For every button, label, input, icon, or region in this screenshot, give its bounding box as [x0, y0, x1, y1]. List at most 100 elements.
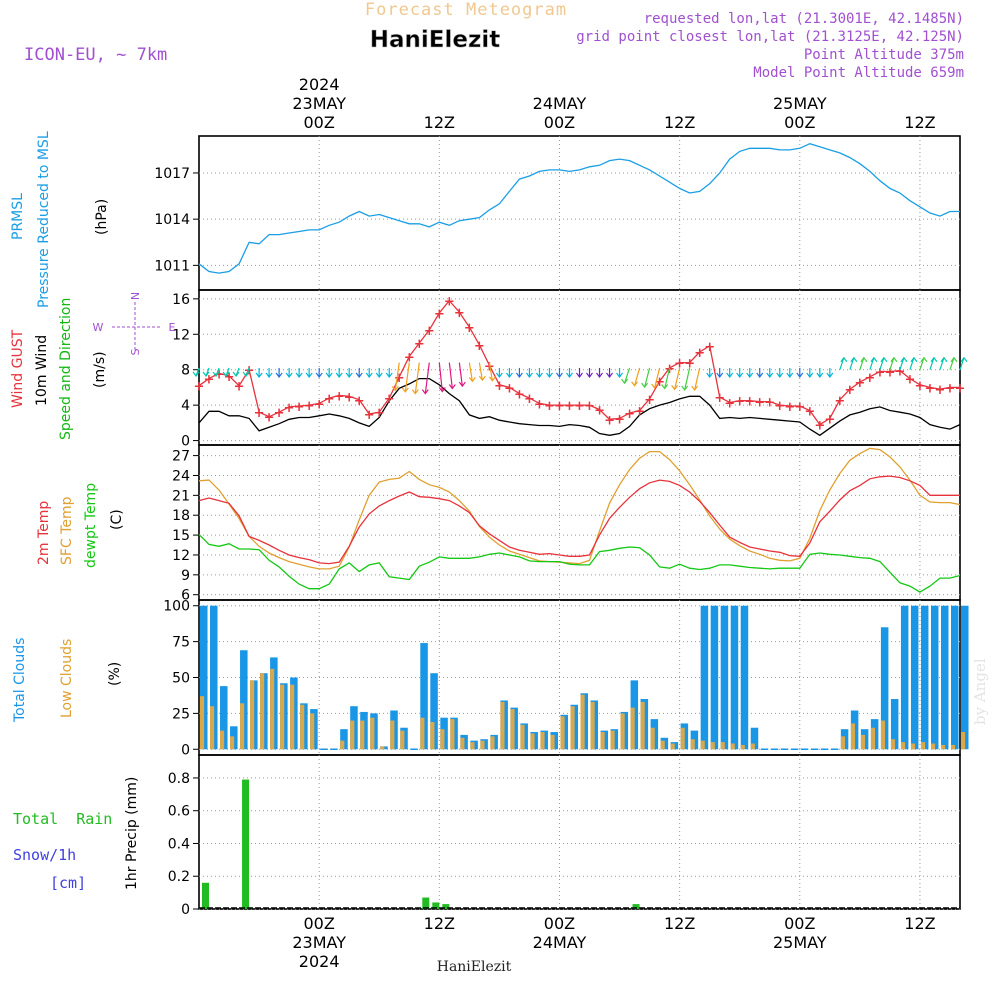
wind-gust-line: [198, 299, 960, 426]
wind-direction-arrow: [414, 362, 420, 394]
wind-gust-point: +: [394, 371, 405, 386]
bottom-axis-label: 23MAY: [292, 933, 346, 952]
low-clouds-bar: [270, 668, 275, 750]
clouds-panel: 0 25 50 75 100: [163, 599, 969, 758]
bottom-axis-label: 00Z: [303, 914, 334, 933]
wind-direction-arrow: [654, 367, 661, 389]
low-clouds-bar: [200, 696, 205, 750]
total-clouds-bar: [890, 699, 899, 750]
wind-direction-arrowhead: [325, 372, 333, 378]
top-axis-label: 24MAY: [533, 94, 587, 113]
temp-tick-label: 21: [172, 488, 190, 504]
wind-gust-point: +: [534, 397, 545, 412]
sfc-temp-line: [198, 447, 961, 570]
dewpt-line: [198, 533, 961, 593]
wind-direction-arrowhead: [651, 383, 659, 389]
top-axis-label: 00Z: [544, 113, 575, 132]
wind-direction-arrowhead: [365, 372, 373, 378]
wind-gust-point: +: [464, 321, 475, 336]
total-clouds-bar: [220, 686, 228, 750]
wind-direction-arrowhead: [910, 356, 918, 363]
low-clouds-bar: [700, 740, 705, 750]
total-clouds-bar: [930, 605, 939, 750]
low-clouds-bar: [440, 729, 445, 750]
low-clouds-bar: [400, 730, 405, 750]
wind-direction-arrowhead: [716, 372, 724, 378]
low-clouds-bar: [730, 743, 735, 750]
top-axis-label: 00Z: [784, 113, 815, 132]
model-label: ICON-EU, ~ 7km: [24, 45, 167, 65]
clouds-unit: (%): [107, 662, 123, 686]
wind-direction-arrowhead: [232, 371, 240, 377]
pressure-frame: [198, 135, 961, 291]
wind-direction-arrowhead: [890, 356, 898, 363]
wind-direction-arrowhead: [621, 378, 629, 385]
precip-tick-label: 0.2: [168, 869, 190, 885]
wind-direction-arrowhead: [671, 384, 679, 391]
top-axis-label: 00Z: [303, 113, 334, 132]
wind-gust-point: +: [624, 407, 635, 422]
wind-gust-point: +: [304, 399, 315, 414]
low-clouds-bar: [670, 743, 675, 750]
wind-gust-point: +: [854, 376, 865, 391]
wind-direction-arrow: [959, 357, 965, 370]
low-clouds-bar: [600, 732, 605, 750]
wind-gust-point: +: [774, 399, 785, 414]
bottom-axis-label: 12Z: [424, 914, 455, 933]
wind-gust-point: +: [884, 365, 895, 380]
total-clouds-bar: [750, 727, 759, 750]
wind-direction-arrowhead: [706, 372, 714, 378]
wind-direction-arrow: [424, 362, 430, 394]
total-clouds-bar: [740, 605, 749, 750]
low-clouds-bar: [610, 730, 615, 750]
wind-direction-arrowhead: [631, 381, 639, 387]
station-title: HaniElezit: [370, 27, 501, 53]
precip-panel: 0 0.2 0.4 0.6 0.8: [168, 754, 961, 918]
wind-direction-arrowhead: [960, 356, 968, 363]
wind-gust-point: +: [374, 406, 385, 421]
wind-direction-arrowhead: [826, 372, 834, 378]
wind-gust-point: +: [914, 379, 925, 394]
wind-direction-arrowhead: [488, 376, 496, 382]
wind-direction-arrowhead: [315, 372, 323, 378]
temp-2m-label: 2m Temp: [36, 501, 52, 565]
wind-direction-arrow: [939, 357, 945, 370]
temp-dewpt-label: dewpt Temp: [83, 483, 99, 568]
total-clouds-bar: [920, 605, 929, 750]
wind-direction-arrowhead: [726, 372, 734, 378]
wind-direction-arrow: [488, 362, 493, 381]
low-clouds-bar: [961, 732, 966, 750]
top-axis-label: 23MAY: [292, 94, 346, 113]
low-clouds-bar: [630, 707, 635, 750]
wind-direction-arrow: [849, 357, 855, 370]
wind-direction-arrowhead: [468, 376, 476, 383]
total-clouds-bar: [940, 605, 949, 750]
wind-direction-arrowhead: [505, 372, 513, 378]
low-clouds-bar: [850, 723, 855, 750]
low-clouds-bar: [460, 737, 465, 750]
wind-gust-point: +: [314, 397, 325, 412]
low-clouds-bar: [840, 736, 845, 750]
chart-type-label: Forecast Meteogram: [365, 0, 567, 20]
rain-label: Total Rain: [13, 810, 112, 828]
temp-tick-label: 24: [172, 468, 190, 484]
bottom-axis-label: 2024: [299, 952, 340, 971]
snow-unit-label: [cm]: [50, 874, 86, 892]
wind-direction-arrow: [889, 357, 895, 370]
temp-tick-label: 12: [172, 548, 190, 564]
wind-tick-label: 4: [181, 398, 190, 414]
low-clouds-bar: [230, 736, 235, 750]
low-clouds-bar: [690, 739, 695, 750]
wind-gust-point: +: [874, 365, 885, 380]
wind-gust-point: +: [714, 391, 725, 406]
wind-direction-arrowhead: [458, 381, 466, 388]
wind-direction-arrow: [839, 357, 845, 370]
low-clouds-bar: [420, 717, 425, 750]
wind-gust-point: +: [834, 394, 845, 409]
wind-direction-arrow: [404, 362, 410, 392]
precip-tick-label: 0: [181, 902, 190, 918]
low-clouds-bar: [590, 701, 595, 750]
wind-tick-label: 12: [172, 327, 190, 343]
wind-gust-point: +: [284, 401, 295, 416]
